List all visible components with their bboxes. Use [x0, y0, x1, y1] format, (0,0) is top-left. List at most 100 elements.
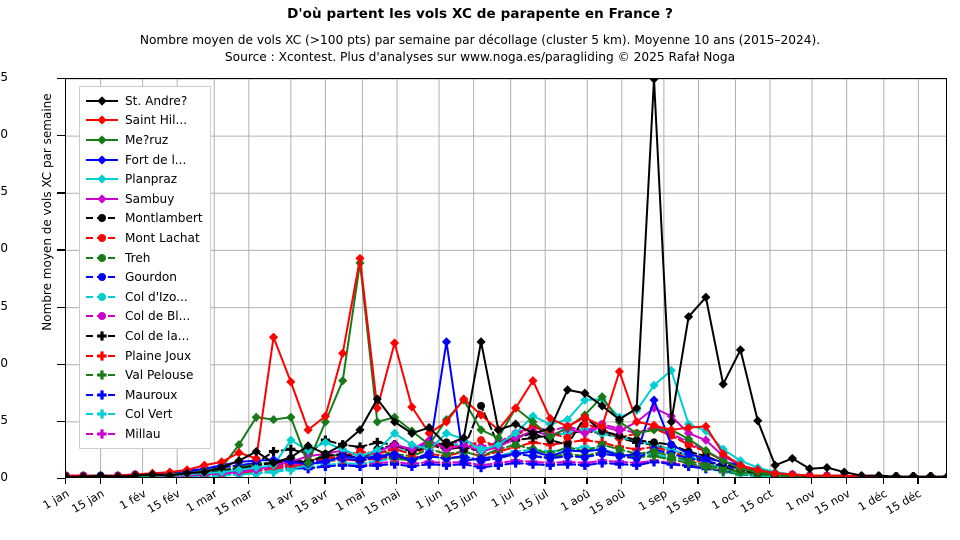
y-tick-mark	[57, 363, 65, 365]
chart-legend[interactable]: St. Andre? Saint Hil... Me?ruz Fort de l...…	[79, 86, 211, 449]
x-tick-mark	[213, 478, 215, 484]
y-tick-label: 5	[0, 412, 8, 427]
legend-item-sambuy[interactable]: Sambuy	[85, 189, 203, 209]
legend-item-treh[interactable]: Treh	[85, 248, 203, 268]
legend-marker-icon	[85, 367, 119, 383]
legend-item-plaine-joux[interactable]: Plaine Joux	[85, 346, 203, 366]
legend-marker-icon	[85, 132, 119, 148]
chart-subtitle-line2: Source : Xcontest. Plus d'analyses sur w…	[224, 50, 736, 64]
legend-marker-icon	[85, 171, 119, 187]
x-tick-mark	[734, 478, 736, 484]
y-tick-label: 15	[0, 298, 8, 313]
y-tick-label: 35	[0, 70, 8, 84]
x-tick-mark	[544, 478, 546, 484]
y-tick-label: 10	[0, 355, 8, 370]
legend-item-label: Millau	[125, 426, 161, 441]
legend-item-label: Gourdon	[125, 270, 177, 285]
legend-marker-icon	[85, 152, 119, 168]
legend-item-label: St. Andre?	[125, 93, 188, 108]
legend-item-col-de-la[interactable]: Col de la...	[85, 326, 203, 346]
x-tick-mark	[176, 478, 178, 484]
legend-item-planpraz[interactable]: Planpraz	[85, 169, 203, 189]
legend-marker-icon	[85, 210, 119, 226]
y-tick-label: 25	[0, 184, 8, 199]
legend-marker-icon	[85, 269, 119, 285]
legend-item-label: Mauroux	[125, 387, 178, 402]
legend-item-label: Col de la...	[125, 328, 190, 343]
x-tick-mark	[620, 478, 623, 484]
x-tick-mark	[662, 478, 665, 484]
legend-item-label: Fort de l...	[125, 152, 187, 167]
x-tick-mark	[141, 478, 143, 484]
x-tick-mark	[65, 478, 67, 484]
legend-item-label: Mont Lachat	[125, 230, 200, 245]
x-tick-mark	[396, 478, 398, 484]
legend-item-label: Col d'Izo...	[125, 289, 188, 304]
legend-marker-icon	[85, 191, 119, 207]
y-tick-label: 0	[0, 470, 8, 484]
legend-item-me-ruz[interactable]: Me?ruz	[85, 130, 203, 150]
legend-item-mont-lachat[interactable]: Mont Lachat	[85, 228, 203, 248]
legend-marker-icon	[85, 348, 119, 364]
legend-item-label: Planpraz	[125, 172, 178, 187]
legend-marker-icon	[85, 308, 119, 324]
legend-item-gourdon[interactable]: Gourdon	[85, 267, 203, 287]
x-tick-mark	[289, 478, 292, 484]
x-tick-mark	[324, 478, 326, 484]
legend-marker-icon	[85, 387, 119, 403]
y-tick-mark	[57, 192, 65, 194]
legend-marker-icon	[85, 406, 119, 422]
x-tick-mark	[247, 478, 250, 484]
y-tick-mark	[57, 249, 65, 251]
legend-item-montlambert[interactable]: Montlambert	[85, 209, 203, 229]
legend-item-label: Col Vert	[125, 407, 173, 422]
x-tick-mark	[586, 478, 588, 484]
x-tick-mark	[472, 478, 474, 484]
legend-marker-icon	[85, 328, 119, 344]
legend-item-val-pelouse[interactable]: Val Pelouse	[85, 365, 203, 385]
x-tick-mark	[697, 478, 699, 484]
legend-item-label: Col de Bl...	[125, 309, 191, 324]
y-axis-label: Nombre moyen de vols XC par semaine	[40, 93, 54, 331]
y-tick-mark	[57, 135, 65, 137]
y-tick-label: 20	[0, 241, 8, 256]
y-tick-mark	[57, 306, 65, 308]
legend-item-st-andre[interactable]: St. Andre?	[85, 91, 203, 111]
legend-item-col-vert[interactable]: Col Vert	[85, 405, 203, 425]
x-tick-mark	[845, 478, 847, 484]
y-tick-mark	[57, 78, 65, 80]
x-tick-mark	[917, 478, 919, 484]
legend-item-mauroux[interactable]: Mauroux	[85, 385, 203, 405]
chart-title: D'où partent les vols XC de parapente en…	[287, 6, 673, 22]
y-tick-mark	[57, 478, 65, 480]
legend-item-label: Sambuy	[125, 191, 175, 206]
legend-item-label: Val Pelouse	[125, 368, 194, 383]
x-tick-mark	[509, 478, 511, 484]
legend-marker-icon	[85, 289, 119, 305]
legend-marker-icon	[85, 230, 119, 246]
x-tick-mark	[99, 478, 101, 484]
legend-marker-icon	[85, 250, 119, 266]
legend-marker-icon	[85, 112, 119, 128]
legend-item-label: Saint Hil...	[125, 113, 188, 128]
legend-item-millau[interactable]: Millau	[85, 424, 203, 444]
series-markers	[66, 79, 946, 477]
legend-item-label: Montlambert	[125, 211, 203, 226]
legend-marker-icon	[85, 426, 119, 442]
x-tick-mark	[882, 478, 885, 484]
y-tick-label: 30	[0, 127, 8, 142]
legend-item-label: Me?ruz	[125, 132, 169, 147]
legend-item-col-d-izo[interactable]: Col d'Izo...	[85, 287, 203, 307]
legend-item-label: Treh	[125, 250, 151, 265]
x-tick-mark	[811, 478, 813, 484]
legend-item-col-de-bl[interactable]: Col de Bl...	[85, 307, 203, 327]
x-tick-mark	[361, 478, 363, 484]
legend-item-label: Plaine Joux	[125, 348, 192, 363]
plot-area	[65, 78, 947, 478]
legend-item-fort-de-l[interactable]: Fort de l...	[85, 150, 203, 170]
data-series-layer	[66, 79, 946, 477]
legend-marker-icon	[85, 93, 119, 109]
x-tick-mark	[438, 478, 440, 484]
legend-item-saint-hil[interactable]: Saint Hil...	[85, 111, 203, 131]
